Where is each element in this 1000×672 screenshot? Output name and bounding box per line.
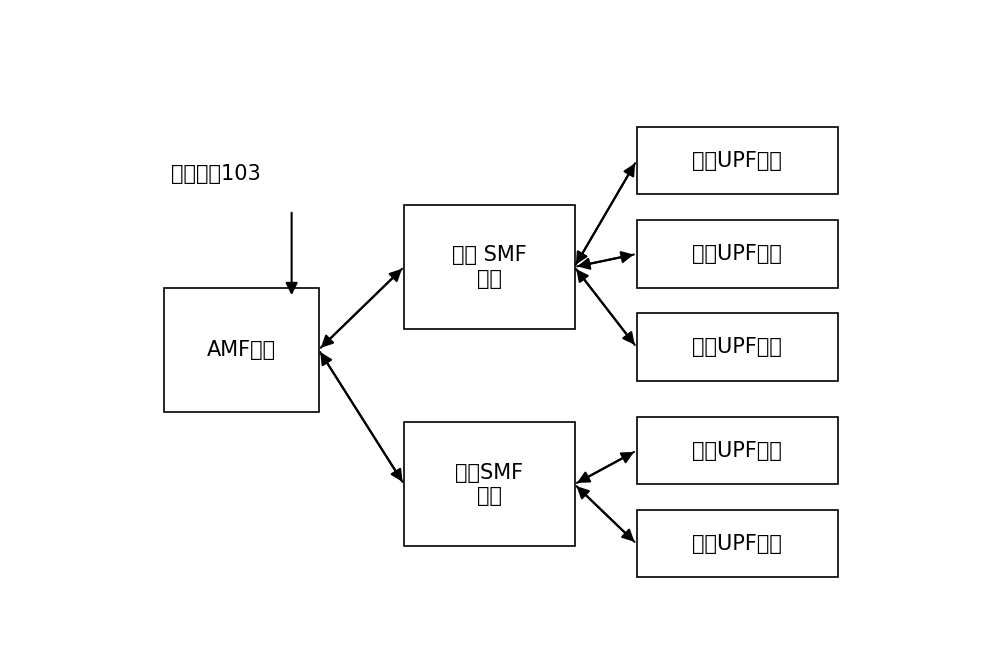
Text: 第一UPF网元: 第一UPF网元 xyxy=(692,151,782,171)
Bar xyxy=(637,127,838,194)
Text: 第四UPF网元: 第四UPF网元 xyxy=(692,441,782,460)
Bar xyxy=(637,313,838,381)
Text: 第五UPF网元: 第五UPF网元 xyxy=(692,534,782,554)
Text: 核心网侧103: 核心网侧103 xyxy=(172,164,261,183)
Text: AMF网元: AMF网元 xyxy=(207,340,276,360)
Text: 第三UPF网元: 第三UPF网元 xyxy=(692,337,782,357)
Bar xyxy=(164,288,319,412)
Bar xyxy=(404,422,574,546)
Text: 第二SMF
网元: 第二SMF 网元 xyxy=(455,462,523,506)
Text: 第一 SMF
网元: 第一 SMF 网元 xyxy=(452,245,527,288)
Bar xyxy=(404,205,574,329)
Bar xyxy=(637,220,838,288)
Bar xyxy=(637,417,838,485)
Text: 第二UPF网元: 第二UPF网元 xyxy=(692,244,782,264)
Bar xyxy=(637,510,838,577)
